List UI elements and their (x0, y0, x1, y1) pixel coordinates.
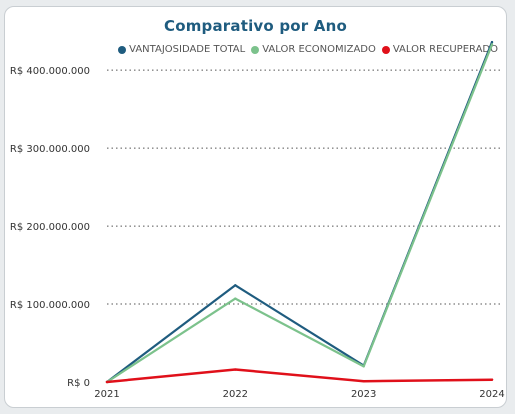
legend-item-economizado[interactable]: VALOR ECONOMIZADO (251, 44, 376, 55)
x-tick-label: 2023 (351, 389, 376, 400)
data-point (490, 43, 494, 46)
chart-title: Comparativo por Ano (164, 17, 347, 35)
legend-item-vantajosidade[interactable]: VANTAJOSIDADE TOTAL (118, 44, 245, 55)
legend-label: VALOR ECONOMIZADO (262, 44, 376, 55)
legend-label: VALOR RECUPERADO (392, 44, 498, 55)
data-point (362, 365, 365, 368)
y-tick-label: R$ 100.000.000 (10, 300, 90, 311)
legend-dot-icon (251, 45, 260, 54)
legend-label: VANTAJOSIDADE TOTAL (129, 44, 246, 55)
data-point (105, 380, 109, 384)
data-point (234, 368, 237, 371)
x-tick-label: 2024 (479, 389, 504, 400)
y-tick-label: R$ 400.000.000 (10, 66, 90, 77)
y-tick-label: R$ 300.000.000 (10, 144, 90, 155)
data-point (490, 378, 494, 381)
chart-card: Comparativo por Ano VANTAJOSIDADE TOTAL … (4, 6, 507, 408)
series-line-1 (105, 40, 494, 384)
legend-dot-icon (118, 45, 127, 54)
data-point (362, 380, 365, 383)
data-point (490, 40, 494, 44)
legend-dot-icon (381, 45, 390, 54)
series-line-2 (105, 43, 494, 384)
series-line-3 (105, 368, 494, 384)
data-point (234, 297, 237, 300)
x-tick-label: 2022 (223, 389, 248, 400)
legend: VANTAJOSIDADE TOTAL VALOR ECONOMIZADO VA… (112, 44, 498, 55)
y-tick-label: R$ 200.000.000 (10, 222, 90, 233)
x-tick-label: 2021 (94, 389, 119, 400)
legend-item-recuperado[interactable]: VALOR RECUPERADO (381, 44, 498, 55)
data-point (234, 284, 237, 287)
y-tick-label: R$ 0 (67, 378, 90, 389)
